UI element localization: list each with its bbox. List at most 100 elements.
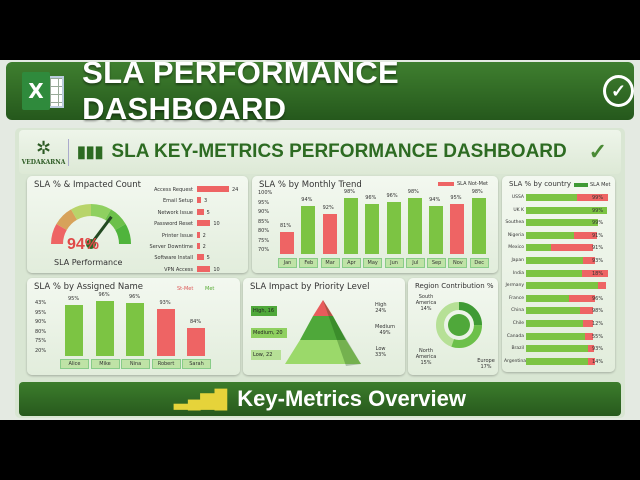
y-tick: 75% — [258, 237, 270, 244]
country-value: 12% — [592, 321, 604, 327]
country-bar-met — [526, 194, 577, 201]
footer-banner: ▂▄▆█ Key-Metrics Overview — [19, 382, 621, 416]
pyramid-medium — [300, 316, 346, 340]
impacted-bar — [197, 208, 204, 215]
monthly-value: 95% — [450, 195, 462, 201]
gauge-hub — [86, 239, 96, 249]
impacted-category: Email Setup — [162, 198, 193, 205]
country-bar-not-met — [580, 307, 594, 315]
impacted-category: Software Install — [154, 255, 193, 262]
country-label: Southea — [505, 220, 524, 226]
assigned-bar — [65, 305, 83, 356]
impacted-bar — [197, 197, 201, 204]
gauge-segment — [115, 224, 131, 244]
monthly-bar — [280, 232, 294, 254]
country-label: France — [509, 295, 524, 301]
header-banner: X SLA PERFORMANCE DASHBOARD ✓ — [6, 55, 634, 126]
monthly-legend: SLA Not-Met — [457, 181, 488, 187]
region-label: South America 14% — [415, 294, 437, 312]
country-bar-not-met — [587, 345, 595, 353]
country-label: Japan — [511, 258, 524, 263]
month-label: Jan — [278, 258, 297, 268]
country-value: 93% — [592, 258, 604, 264]
gauge-value: 94% — [67, 236, 100, 253]
donut-europe — [436, 302, 482, 348]
country-bar-met — [526, 206, 608, 214]
country-bar-not-met — [588, 357, 595, 365]
gauge-needle — [89, 215, 113, 245]
y-tick: 43% — [35, 300, 47, 306]
y-tick: 100% — [258, 190, 273, 196]
donut-south-america — [436, 302, 482, 348]
country-label: Canada — [506, 333, 524, 339]
month-label: Jul — [405, 258, 425, 268]
country-bar-met — [526, 219, 599, 227]
country-value: 93% — [592, 346, 604, 353]
footer-title: Key-Metrics Overview — [237, 386, 466, 411]
country-bar-not-met — [581, 269, 608, 277]
impacted-category: Access Request — [153, 187, 193, 193]
dashboard-frame: X SLA PERFORMANCE DASHBOARD ✓ ✲ VEDAKARNA… — [0, 55, 640, 420]
country-bar-met — [526, 294, 569, 302]
month-label: Apr — [341, 258, 361, 268]
pyramid-low — [285, 340, 361, 364]
y-tick: 80% — [258, 228, 270, 234]
y-tick: 85% — [258, 218, 270, 225]
monthly-bar — [365, 204, 380, 254]
priority-count: Medium, 20 — [251, 328, 287, 338]
impacted-value: 10 — [213, 266, 220, 273]
subheader-title: SLA KEY-METRICS PERFORMANCE DASHBOARD — [111, 141, 567, 162]
y-tick: 20% — [35, 347, 47, 354]
monthly-bar — [429, 206, 444, 254]
monthly-value: 81% — [280, 223, 292, 229]
month-label: Mar — [320, 258, 340, 268]
target-check-icon: ✓ — [603, 75, 634, 107]
region-donut — [436, 302, 482, 348]
monthly-bar — [407, 198, 422, 254]
page-title: SLA PERFORMANCE DASHBOARD — [82, 55, 399, 126]
monthly-value: 98% — [343, 189, 356, 195]
dashboard-body: ✲ VEDAKARNA ▮▮▮ SLA KEY-METRICS PERFORMAN… — [15, 128, 625, 418]
month-label: May — [363, 258, 383, 268]
impacted-bar — [197, 265, 211, 272]
region-panel: Region Contribution % South America 14% No… — [408, 278, 498, 375]
priority-pyramid — [285, 300, 361, 366]
y-tick: 90% — [258, 209, 270, 215]
month-label: Dec — [469, 258, 489, 268]
excel-icon: X — [22, 70, 66, 112]
country-value: 98% — [592, 308, 604, 315]
country-value: 99% — [592, 207, 604, 214]
impacted-bar — [197, 186, 229, 192]
country-title: SLA % by country — [509, 180, 571, 188]
impacted-bar — [197, 254, 204, 261]
legend-swatch — [438, 182, 454, 186]
assigned-panel: SLA % by Assigned Name St-Met Met 43% 95%… — [27, 278, 240, 375]
priority-panel: SLA Impact by Priority Level High, 16 Hig… — [243, 278, 405, 375]
assigned-value: 95% — [68, 296, 80, 302]
assigned-bar — [156, 309, 175, 356]
country-bar-not-met — [583, 257, 595, 264]
vedakarna-logo: ✲ VEDAKARNA — [19, 138, 69, 166]
country-panel: SLA % by country SLA Met USSA 99% UK K 99% S… — [502, 176, 615, 372]
country-value: 18% — [592, 270, 604, 277]
check-icon: ✓ — [588, 139, 607, 164]
monthly-value: 98% — [407, 189, 419, 195]
month-label: Nov — [448, 258, 468, 268]
assignee-label: Alice — [60, 359, 89, 369]
globe-icon — [448, 314, 470, 336]
priority-label: High 24% — [375, 302, 387, 314]
monthly-value: 96% — [386, 193, 398, 199]
country-bar-met — [526, 244, 551, 252]
country-bar-not-met — [585, 332, 594, 340]
monthly-title: SLA % by Monthly Trend — [259, 180, 362, 190]
country-bar-met — [526, 282, 599, 290]
month-label: Feb — [299, 258, 319, 268]
assigned-value: 96% — [129, 294, 141, 300]
assigned-bar — [95, 301, 114, 356]
monthly-bar — [386, 202, 401, 254]
monthly-value: 92% — [322, 205, 334, 211]
country-value: 99% — [592, 220, 604, 227]
country-bar-met — [526, 320, 584, 327]
monthly-value: 94% — [429, 197, 441, 203]
country-label: Argentina — [504, 358, 526, 364]
